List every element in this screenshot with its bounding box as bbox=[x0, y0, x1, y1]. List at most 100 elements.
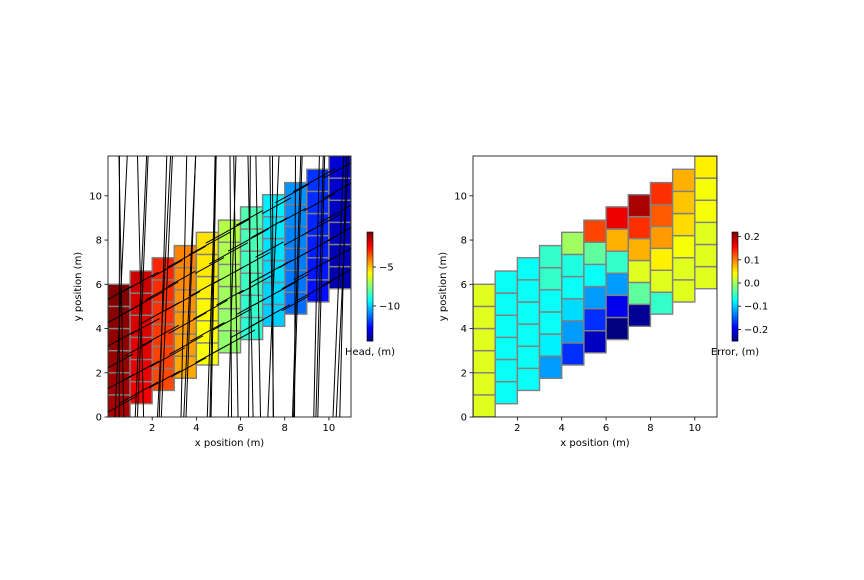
head-cell bbox=[263, 195, 285, 217]
head-cell bbox=[196, 277, 218, 299]
head-cell bbox=[241, 273, 263, 295]
error-cell bbox=[695, 178, 717, 200]
colorbar-tick-label: −0.2 bbox=[744, 325, 768, 336]
error-cell bbox=[473, 306, 495, 328]
head-cell bbox=[196, 254, 218, 276]
head-cell bbox=[263, 239, 285, 261]
error-cell bbox=[517, 368, 539, 390]
x-tick-label: 4 bbox=[193, 423, 199, 434]
error-cell bbox=[650, 226, 672, 248]
head-cell bbox=[285, 248, 307, 270]
error-cell bbox=[606, 229, 628, 251]
head-cell bbox=[263, 304, 285, 326]
error-cell bbox=[540, 356, 562, 378]
error-cell bbox=[628, 282, 650, 304]
y-tick-label: 6 bbox=[96, 280, 102, 291]
colorbar-segment bbox=[732, 232, 738, 234]
head-cell bbox=[130, 337, 152, 359]
error-cell bbox=[495, 337, 517, 359]
head-cell bbox=[241, 207, 263, 229]
error-cell bbox=[584, 309, 606, 331]
error-cell bbox=[650, 248, 672, 270]
x-tick-label: 6 bbox=[603, 423, 609, 434]
error-cell bbox=[650, 270, 672, 292]
error-cell bbox=[540, 246, 562, 268]
x-tick-label: 10 bbox=[323, 423, 336, 434]
error-cell bbox=[562, 232, 584, 254]
error-cell bbox=[517, 258, 539, 280]
error-cell bbox=[495, 359, 517, 381]
error-cell bbox=[473, 351, 495, 373]
error-cell bbox=[628, 217, 650, 239]
error-cell bbox=[540, 290, 562, 312]
y-tick-label: 0 bbox=[461, 413, 467, 424]
error-cell bbox=[562, 299, 584, 321]
error-cell bbox=[673, 236, 695, 258]
head-cell bbox=[241, 229, 263, 251]
y-tick-label: 4 bbox=[96, 324, 102, 335]
discharge-arrow bbox=[294, 129, 295, 439]
head-cell bbox=[307, 169, 329, 191]
x-tick-label: 6 bbox=[237, 423, 243, 434]
error-cell bbox=[473, 329, 495, 351]
y-tick-label: 2 bbox=[96, 368, 102, 379]
error-cell bbox=[650, 204, 672, 226]
head-cell bbox=[285, 226, 307, 248]
head-cell bbox=[196, 299, 218, 321]
error-cell bbox=[606, 317, 628, 339]
error-cell bbox=[540, 268, 562, 290]
error-cell bbox=[517, 280, 539, 302]
error-cell bbox=[562, 254, 584, 276]
error-cell bbox=[495, 315, 517, 337]
error-colorbar-label: Error, (m) bbox=[711, 347, 759, 358]
error-cell bbox=[473, 284, 495, 306]
error-cell bbox=[562, 343, 584, 365]
error-cell bbox=[628, 304, 650, 326]
error-cell bbox=[606, 273, 628, 295]
error-cell bbox=[562, 277, 584, 299]
error-cell bbox=[673, 214, 695, 236]
error-cell bbox=[628, 239, 650, 261]
error-cell bbox=[495, 382, 517, 404]
error-cell bbox=[673, 169, 695, 191]
head-cell bbox=[329, 267, 351, 289]
head-colorbar: −5−10 bbox=[367, 232, 400, 342]
colorbar-segment bbox=[367, 232, 373, 234]
colorbar-tick-label: −10 bbox=[379, 301, 400, 312]
error-cells bbox=[473, 156, 717, 417]
error-cell bbox=[673, 258, 695, 280]
error-cell bbox=[495, 293, 517, 315]
error-cell bbox=[473, 373, 495, 395]
y-tick-label: 0 bbox=[96, 413, 102, 424]
colorbar-tick-label: −0.1 bbox=[744, 302, 768, 313]
error-cell bbox=[584, 331, 606, 353]
error-cell bbox=[517, 302, 539, 324]
error-cell bbox=[695, 244, 717, 266]
error-cell bbox=[673, 280, 695, 302]
error-cell bbox=[628, 195, 650, 217]
error-cell bbox=[606, 251, 628, 273]
error-cell bbox=[540, 334, 562, 356]
y-tick-label: 10 bbox=[89, 191, 102, 202]
y-tick-label: 10 bbox=[454, 191, 467, 202]
error-cell bbox=[517, 324, 539, 346]
head-colorbar-label: Head, (m) bbox=[345, 347, 395, 358]
error-colorbar: 0.20.10.0−0.1−0.2 bbox=[732, 232, 768, 342]
head-ylabel: y position (m) bbox=[73, 252, 84, 322]
error-cell bbox=[695, 200, 717, 222]
colorbar-tick-label: 0.1 bbox=[744, 255, 760, 266]
error-cell bbox=[650, 183, 672, 205]
head-cell bbox=[174, 290, 196, 312]
y-tick-label: 8 bbox=[461, 236, 467, 247]
x-tick-label: 2 bbox=[149, 423, 155, 434]
y-tick-label: 2 bbox=[461, 368, 467, 379]
head-cell bbox=[196, 232, 218, 254]
head-cell bbox=[263, 217, 285, 239]
head-cell bbox=[152, 324, 174, 346]
error-cell bbox=[495, 271, 517, 293]
x-tick-label: 4 bbox=[559, 423, 565, 434]
head-cell bbox=[174, 312, 196, 334]
